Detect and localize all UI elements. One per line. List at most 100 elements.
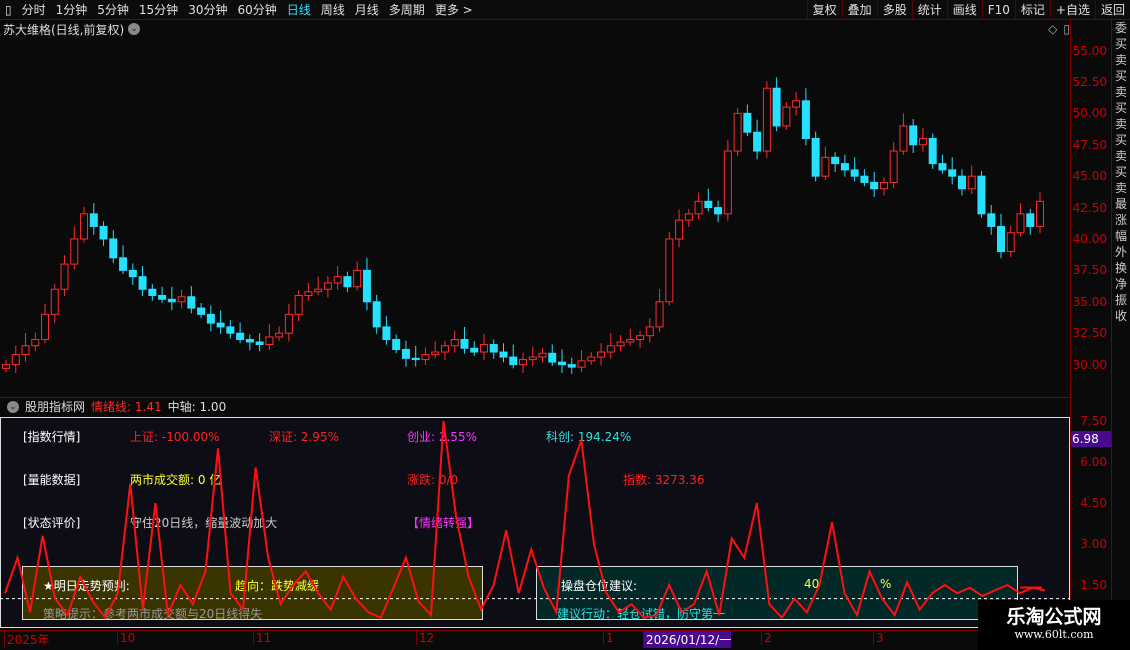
toolbar-button[interactable]: 复权 (806, 0, 842, 20)
candle[interactable] (128, 269, 137, 278)
toolbar-button[interactable]: 画线 (946, 0, 982, 20)
candle[interactable] (840, 163, 849, 171)
candle[interactable] (499, 351, 508, 358)
candle[interactable] (1006, 232, 1015, 253)
candle[interactable] (509, 356, 518, 366)
candle[interactable] (372, 301, 381, 328)
candle[interactable] (411, 357, 420, 361)
candle[interactable] (343, 276, 352, 288)
candle[interactable] (577, 360, 586, 368)
candle[interactable] (187, 296, 196, 309)
period-tab[interactable]: 60分钟 (237, 3, 277, 17)
candle[interactable] (148, 288, 157, 297)
candle[interactable] (597, 351, 606, 358)
candle[interactable] (694, 200, 703, 215)
candle[interactable] (265, 336, 274, 345)
candle[interactable] (421, 354, 430, 361)
candle[interactable] (431, 351, 440, 356)
candle[interactable] (782, 106, 791, 127)
candle[interactable] (655, 301, 664, 328)
candle[interactable] (333, 276, 342, 284)
candle[interactable] (889, 150, 898, 183)
toolbar-button[interactable]: 统计 (911, 0, 947, 20)
candle[interactable] (831, 156, 840, 165)
candle[interactable] (80, 213, 89, 240)
candle[interactable] (675, 219, 684, 240)
period-tab[interactable]: 5分钟 (97, 3, 129, 17)
candle[interactable] (255, 341, 264, 345)
candle[interactable] (567, 364, 576, 368)
candle[interactable] (850, 169, 859, 177)
candle[interactable] (987, 213, 996, 227)
window-icon[interactable]: ▯ (1063, 22, 1070, 36)
candle[interactable] (275, 332, 284, 338)
candle[interactable] (636, 335, 645, 340)
period-tab[interactable]: 分时 (21, 3, 46, 17)
candle[interactable] (158, 295, 167, 300)
candle[interactable] (558, 361, 567, 366)
candle[interactable] (382, 326, 391, 340)
candle[interactable] (870, 181, 879, 190)
candle[interactable] (401, 349, 410, 359)
candle[interactable] (236, 332, 245, 340)
candle[interactable] (450, 338, 459, 347)
candle[interactable] (11, 354, 20, 366)
period-tab[interactable]: 月线 (354, 3, 379, 17)
candle[interactable] (197, 307, 206, 315)
candle[interactable] (743, 112, 752, 133)
candle[interactable] (138, 276, 147, 290)
chevron-down-icon[interactable]: ⌄ (7, 400, 19, 413)
candle[interactable] (460, 338, 469, 349)
candle[interactable] (938, 163, 947, 171)
layout-toggle-icon[interactable]: ▯ (5, 2, 12, 17)
period-tab[interactable]: 多周期 (388, 3, 425, 17)
candle[interactable] (860, 175, 869, 183)
candle[interactable] (1036, 200, 1044, 227)
candle[interactable] (314, 288, 323, 293)
candle[interactable] (177, 296, 186, 303)
candle[interactable] (948, 169, 957, 177)
candle[interactable] (50, 288, 59, 315)
candle[interactable] (1016, 213, 1025, 234)
candle[interactable] (723, 150, 732, 215)
candle[interactable] (2, 364, 10, 369)
candle[interactable] (519, 359, 527, 366)
period-tab[interactable]: 15分钟 (138, 3, 179, 17)
candle[interactable] (665, 238, 674, 303)
candle[interactable] (392, 338, 401, 351)
candle[interactable] (811, 137, 820, 177)
candle[interactable] (226, 326, 235, 334)
candle[interactable] (362, 269, 371, 303)
candle[interactable] (733, 112, 742, 152)
candle[interactable] (704, 200, 713, 209)
candle[interactable] (89, 213, 98, 227)
candle[interactable] (879, 181, 888, 190)
candle[interactable] (538, 352, 547, 358)
candle[interactable] (996, 225, 1005, 253)
toolbar-button[interactable]: +自选 (1049, 0, 1095, 20)
toolbar-button[interactable]: 返回 (1094, 0, 1130, 20)
candle[interactable] (684, 213, 693, 221)
candle[interactable] (957, 175, 966, 190)
candle[interactable] (977, 175, 986, 215)
candle[interactable] (119, 257, 128, 271)
candle[interactable] (528, 356, 537, 361)
candle[interactable] (792, 100, 801, 108)
candle[interactable] (284, 313, 293, 334)
candle[interactable] (21, 345, 30, 356)
toolbar-button[interactable]: 标记 (1014, 0, 1050, 20)
toolbar-button[interactable]: 多股 (876, 0, 912, 20)
toolbar-button[interactable]: 叠加 (841, 0, 877, 20)
candle[interactable] (772, 87, 781, 127)
candle[interactable] (606, 345, 615, 353)
candle[interactable] (31, 338, 40, 347)
candle[interactable] (245, 338, 254, 343)
candle[interactable] (109, 238, 118, 259)
candle[interactable] (616, 341, 625, 347)
candle[interactable] (548, 352, 557, 363)
candle[interactable] (353, 269, 362, 288)
candle[interactable] (762, 87, 771, 152)
candle[interactable] (440, 345, 449, 353)
candle[interactable] (489, 343, 498, 353)
candle[interactable] (753, 131, 762, 152)
